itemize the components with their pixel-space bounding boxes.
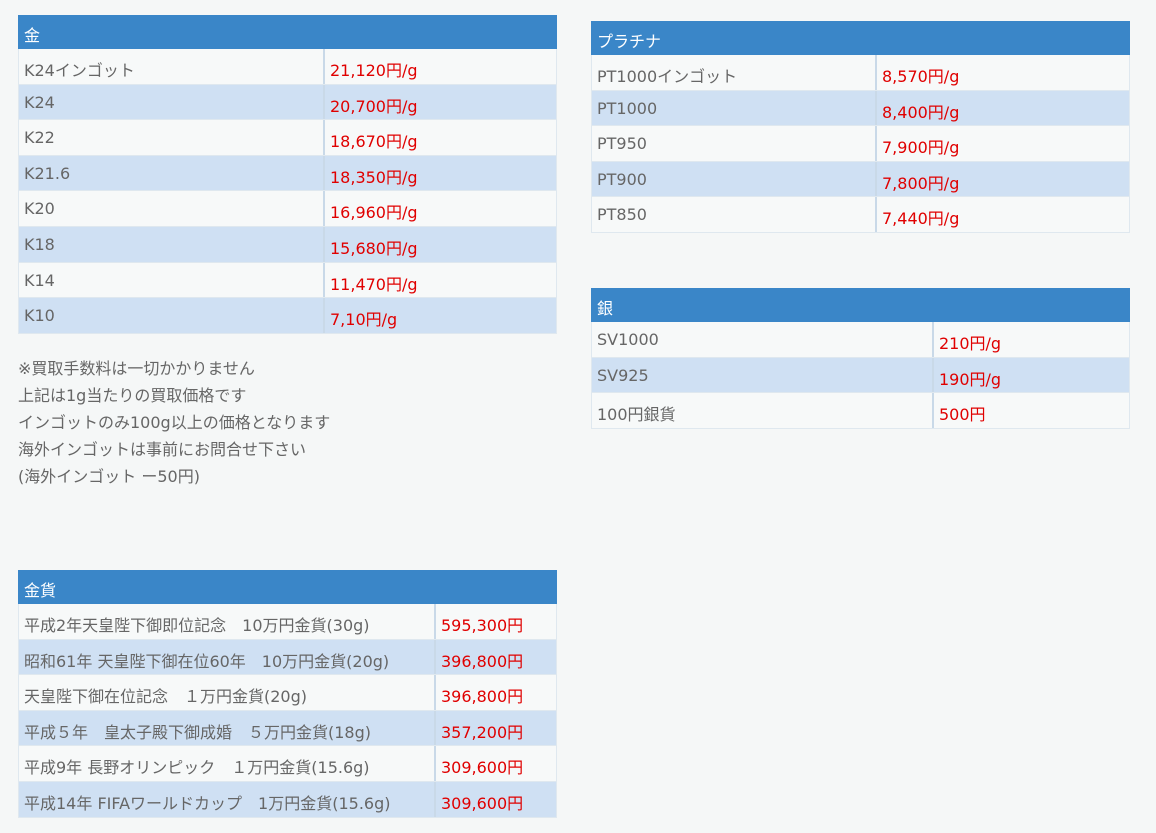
- item-name: 天皇陛下御在位記念 １万円金貨(20g): [18, 675, 436, 710]
- item-price: 7,440円/g: [877, 197, 1130, 232]
- item-price: 15,680円/g: [325, 226, 557, 262]
- item-price: 210円/g: [934, 322, 1130, 357]
- item-name: PT1000インゴット: [591, 55, 877, 90]
- item-price: 309,600円: [436, 781, 557, 817]
- item-price: 7,800円/g: [877, 161, 1130, 197]
- item-price: 18,670円/g: [325, 120, 557, 155]
- item-name: K10: [18, 298, 325, 333]
- price-table: 金 K24インゴット 21,120円/g K24 20,700円/g K22 18,670円…: [18, 15, 557, 334]
- item-price: 396,800円: [436, 639, 557, 675]
- item-price: 595,300円: [436, 604, 557, 639]
- note-line: 上記は1g当たりの買取価格です: [18, 386, 247, 405]
- table-header: 金: [18, 15, 557, 49]
- item-price: 16,960円/g: [325, 191, 557, 226]
- item-price: 18,350円/g: [325, 155, 557, 191]
- table-row: PT1000 8,400円/g: [591, 90, 1130, 127]
- table-row: 平成５年 皇太子殿下御成婚 ５万円金貨(18g) 357,200円: [18, 710, 557, 747]
- item-name: PT950: [591, 126, 877, 161]
- item-price: 190円/g: [934, 357, 1130, 393]
- table-row: PT850 7,440円/g: [591, 197, 1130, 233]
- item-name: PT1000: [591, 90, 877, 126]
- note-line: 海外インゴットは事前にお問合せ下さい: [18, 440, 307, 459]
- note-line: ※買取手数料は一切かかりません: [18, 359, 255, 378]
- table-row: K24インゴット 21,120円/g: [18, 49, 557, 85]
- note-line: (海外インゴット ー50円): [18, 467, 200, 486]
- table-row: K14 11,470円/g: [18, 262, 557, 299]
- item-price: 309,600円: [436, 746, 557, 781]
- table-row: 平成9年 長野オリンピック １万円金貨(15.6g) 309,600円: [18, 746, 557, 782]
- item-name: 平成2年天皇陛下御即位記念 10万円金貨(30g): [18, 604, 436, 639]
- price-table: 銀 SV1000 210円/g SV925 190円/g 100円銀貨 500円: [591, 288, 1130, 429]
- item-name: K24: [18, 84, 325, 120]
- table-row: K10 7,10円/g: [18, 298, 557, 334]
- table-row: PT950 7,900円/g: [591, 126, 1130, 162]
- table-row: K21.6 18,350円/g: [18, 155, 557, 192]
- item-name: SV1000: [591, 322, 934, 357]
- table-row: 昭和61年 天皇陛下御在位60年 10万円金貨(20g) 396,800円: [18, 639, 557, 676]
- table-row: 100円銀貨 500円: [591, 393, 1130, 429]
- item-name: K22: [18, 120, 325, 155]
- table-row: K24 20,700円/g: [18, 84, 557, 121]
- item-name: K18: [18, 226, 325, 262]
- item-name: K21.6: [18, 155, 325, 191]
- item-price: 7,10円/g: [325, 298, 557, 333]
- item-name: 100円銀貨: [591, 393, 934, 428]
- table-row: K20 16,960円/g: [18, 191, 557, 227]
- item-name: 平成14年 FIFAワールドカップ 1万円金貨(15.6g): [18, 781, 436, 817]
- item-name: K14: [18, 262, 325, 298]
- table-row: PT1000インゴット 8,570円/g: [591, 55, 1130, 91]
- table-row: 平成14年 FIFAワールドカップ 1万円金貨(15.6g) 309,600円: [18, 781, 557, 818]
- item-price: 396,800円: [436, 675, 557, 710]
- price-table: プラチナ PT1000インゴット 8,570円/g PT1000 8,400円/g PT9…: [591, 21, 1130, 233]
- item-price: 500円: [934, 393, 1130, 428]
- table-header: 金貨: [18, 570, 557, 604]
- item-price: 20,700円/g: [325, 84, 557, 120]
- table-row: SV925 190円/g: [591, 357, 1130, 394]
- item-name: K20: [18, 191, 325, 226]
- item-name: PT850: [591, 197, 877, 232]
- item-name: 平成５年 皇太子殿下御成婚 ５万円金貨(18g): [18, 710, 436, 746]
- table-row: K22 18,670円/g: [18, 120, 557, 156]
- table-header: 銀: [591, 288, 1130, 322]
- item-price: 11,470円/g: [325, 262, 557, 298]
- item-name: K24インゴット: [18, 49, 325, 84]
- table-row: SV1000 210円/g: [591, 322, 1130, 358]
- notes: ※買取手数料は一切かかりません 上記は1g当たりの買取価格ですインゴットのみ100…: [18, 355, 330, 490]
- item-price: 8,570円/g: [877, 55, 1130, 90]
- table-row: 天皇陛下御在位記念 １万円金貨(20g) 396,800円: [18, 675, 557, 711]
- item-price: 357,200円: [436, 710, 557, 746]
- item-price: 8,400円/g: [877, 90, 1130, 126]
- price-table: 金貨 平成2年天皇陛下御即位記念 10万円金貨(30g) 595,300円 昭和61年…: [18, 570, 557, 818]
- item-price: 21,120円/g: [325, 49, 557, 84]
- item-price: 7,900円/g: [877, 126, 1130, 161]
- table-row: K18 15,680円/g: [18, 226, 557, 263]
- table-row: PT900 7,800円/g: [591, 161, 1130, 198]
- table-header: プラチナ: [591, 21, 1130, 55]
- note-line: インゴットのみ100g以上の価格となります: [18, 413, 331, 432]
- item-name: PT900: [591, 161, 877, 197]
- item-name: 平成9年 長野オリンピック １万円金貨(15.6g): [18, 746, 436, 781]
- table-row: 平成2年天皇陛下御即位記念 10万円金貨(30g) 595,300円: [18, 604, 557, 640]
- item-name: SV925: [591, 357, 934, 393]
- item-name: 昭和61年 天皇陛下御在位60年 10万円金貨(20g): [18, 639, 436, 675]
